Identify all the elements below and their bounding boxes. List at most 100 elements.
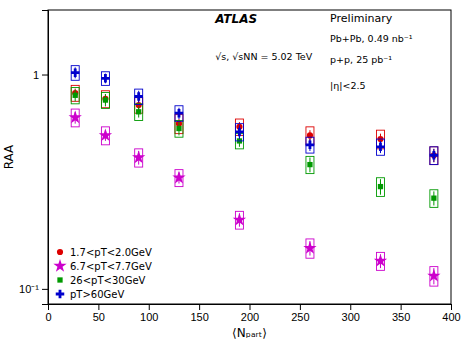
- tick-label: 400: [442, 311, 460, 323]
- chart: 0 50 100 150 200 250 300 350 400 10⁻¹ 1 1.7<pT<2.0G…: [0, 0, 465, 342]
- y-axis-label: RAA: [2, 144, 16, 169]
- point: [134, 92, 142, 100]
- point: [430, 151, 438, 159]
- legend-label: 6.7<pT<7.7GeV: [70, 261, 152, 272]
- tick-mark: [42, 75, 48, 76]
- axis-line: [42, 11, 49, 305]
- tick-mark: [300, 304, 301, 310]
- series: [71, 66, 438, 165]
- point: [103, 97, 108, 102]
- tick-label: 100: [140, 311, 158, 323]
- tick-label: 50: [93, 311, 105, 323]
- legend-item: 6.7<pT<7.7GeV: [53, 259, 152, 272]
- plot: 0 50 100 150 200 250 300 350 400 10⁻¹ 1 1.7<pT<2.0G…: [19, 10, 461, 323]
- tick-mark: [98, 304, 99, 310]
- point: [307, 162, 312, 167]
- systematic-box: [430, 190, 438, 208]
- systematic-box: [376, 139, 384, 155]
- legend-label: 26<pT<30GeV: [70, 275, 146, 286]
- point: [101, 74, 109, 82]
- annotations: ATLAS √s, √sNN = 5.02 TeV Preliminary Pb+Pb…: [214, 12, 413, 91]
- tick: 200: [241, 304, 259, 323]
- point: [175, 109, 183, 117]
- annotation: |η|<2.5: [330, 80, 366, 91]
- systematic-box: [101, 92, 109, 108]
- legend-marker: [57, 249, 63, 255]
- legend-item: 1.7<pT<2.0GeV: [57, 247, 152, 258]
- annotation: ATLAS: [214, 12, 257, 26]
- series: [71, 87, 438, 207]
- systematic-box: [306, 156, 314, 173]
- systematic-box: [71, 87, 79, 103]
- tick-mark: [199, 304, 200, 310]
- tick: 0: [45, 304, 51, 323]
- legend-label: pT>60GeV: [70, 289, 124, 300]
- point: [306, 141, 314, 149]
- tick-mark: [451, 304, 452, 310]
- series: [71, 85, 438, 164]
- legend-label: 1.7<pT<2.0GeV: [70, 247, 152, 258]
- legend-marker: [53, 259, 66, 272]
- tick-mark: [401, 304, 402, 310]
- point: [69, 111, 82, 124]
- point: [73, 93, 78, 98]
- tick: 50: [93, 304, 105, 323]
- tick: 10⁻¹: [19, 283, 48, 295]
- tick-mark: [350, 304, 351, 310]
- y-axis: 10⁻¹ 1: [19, 11, 48, 305]
- point: [136, 109, 141, 114]
- systematic-box: [71, 66, 79, 81]
- point: [303, 241, 316, 254]
- tick-label: 1: [33, 69, 39, 81]
- annotation: √s, √sNN = 5.02 TeV: [215, 51, 312, 62]
- legend-marker: [57, 277, 62, 282]
- tick-label: 250: [291, 311, 309, 323]
- systematic-box: [430, 147, 438, 165]
- tick-label: 0: [45, 311, 51, 323]
- axis-line: [49, 305, 452, 311]
- series: [69, 109, 441, 286]
- point: [235, 128, 243, 136]
- point: [233, 213, 246, 226]
- tick-mark: [149, 304, 150, 310]
- point: [132, 151, 145, 164]
- tick-label: 150: [190, 311, 208, 323]
- systematic-box: [175, 121, 183, 138]
- annotation: Pb+Pb, 0.49 nb⁻¹: [330, 33, 413, 44]
- annotation: p+p, 25 pb⁻¹: [330, 54, 392, 65]
- legend: 1.7<pT<2.0GeV 6.7<pT<7.7GeV 26<pT<30GeV pT>…: [53, 247, 152, 300]
- point: [172, 171, 185, 184]
- tick-label: 350: [392, 311, 410, 323]
- tick-mark: [42, 289, 48, 290]
- tick: 1: [33, 69, 48, 81]
- point: [71, 68, 79, 76]
- systematic-box: [430, 147, 438, 165]
- systematic-box: [101, 72, 109, 86]
- tick-label: 200: [241, 311, 259, 323]
- tick-label: 300: [342, 311, 360, 323]
- marks: [69, 66, 441, 286]
- systematic-box: [376, 178, 384, 197]
- systematic-box: [235, 124, 243, 141]
- tick: 400: [442, 304, 460, 323]
- systematic-box: [101, 91, 109, 108]
- tick: 300: [342, 304, 360, 323]
- point: [176, 126, 181, 131]
- tick: 100: [140, 304, 158, 323]
- legend-item: pT>60GeV: [56, 289, 125, 300]
- tick: 250: [291, 304, 309, 323]
- point: [427, 269, 440, 282]
- point: [378, 184, 383, 189]
- annotation: Preliminary: [330, 12, 393, 25]
- tick-label: 10⁻¹: [19, 283, 39, 295]
- x-axis: 0 50 100 150 200 250 300 350 400: [45, 304, 460, 323]
- tick-mark: [250, 304, 251, 310]
- legend-marker: [56, 290, 64, 298]
- systematic-box: [135, 104, 143, 121]
- legend-item: 26<pT<30GeV: [57, 275, 145, 286]
- systematic-box: [135, 89, 143, 104]
- point: [374, 254, 387, 267]
- tick: 150: [190, 304, 208, 323]
- systematic-box: [175, 106, 183, 122]
- tick: 350: [392, 304, 410, 323]
